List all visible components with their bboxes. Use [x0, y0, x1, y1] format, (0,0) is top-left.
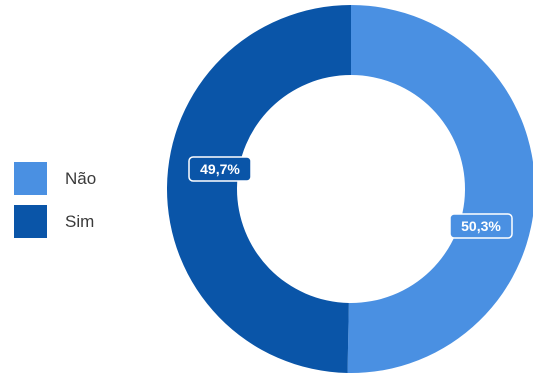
data-label-box-0 [449, 213, 513, 239]
donut-slice-1[interactable] [166, 5, 351, 373]
data-label-text-0: 50,3% [461, 218, 501, 234]
legend-label-nao: Não [65, 168, 97, 188]
data-label-0: 50,3% [449, 213, 513, 239]
data-label-1: 49,7% [188, 156, 252, 182]
legend-swatch-sim [14, 205, 47, 238]
legend-entry-nao[interactable]: Não [14, 162, 96, 195]
data-label-box-1 [188, 156, 252, 182]
legend-label-sim: Sim [65, 211, 95, 231]
data-label-text-1: 49,7% [200, 161, 240, 177]
legend-swatch-nao [14, 162, 47, 195]
legend: Não Sim [14, 162, 96, 238]
donut-slice-0[interactable] [347, 5, 533, 373]
legend-entry-sim[interactable]: Sim [14, 205, 96, 238]
